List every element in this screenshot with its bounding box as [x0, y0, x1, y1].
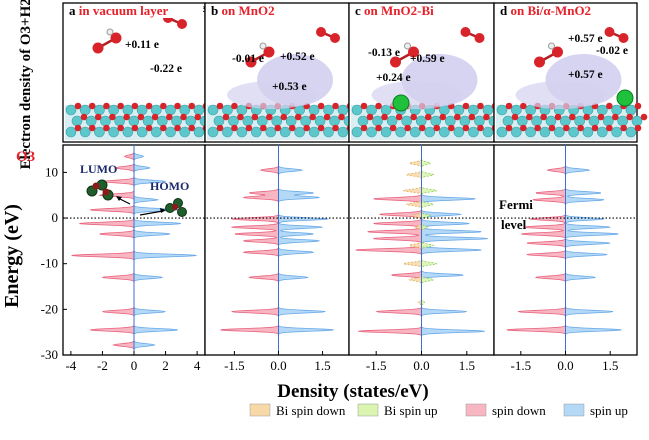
panel-b: -0.01 e +0.52 e +0.53 e b on MnO2 -1.5 0.0 1.5: [204, 2, 360, 373]
x-tick-a-4: 4: [194, 358, 201, 373]
molecule-d: [534, 27, 629, 68]
x-tick-c-1: 0.0: [413, 358, 429, 373]
panel-title-b: b on MnO2: [211, 3, 275, 18]
legend-swatch-1: [357, 403, 379, 417]
charge-label-a-2: -0.22 e: [150, 63, 182, 75]
panel-letter-c: c: [355, 3, 364, 18]
fermi-label: Fermi: [499, 197, 533, 212]
x-tick-b-1: 0.0: [270, 358, 286, 373]
legend-label-2: spin down: [492, 403, 546, 418]
x-tick-d-0: -1.5: [511, 358, 532, 373]
charge-label-c-1: +0.59 e: [410, 53, 445, 65]
panel-d: +0.57 e-0.02 e+0.57 ed on Bi/α-MnO2-1.5 0…: [493, 2, 648, 373]
atomic-slab-a: [65, 102, 216, 140]
energy-axis: 10 0 -10 -20 -30: [41, 164, 67, 362]
charge-label-b-2: +0.53 e: [272, 81, 307, 93]
panel-title-d: d on Bi/α-MnO2: [500, 3, 591, 18]
x-tick-a-3: 2: [162, 358, 169, 373]
y-tick-0: 10: [45, 164, 58, 179]
density-axis-label: Density (states/eV): [277, 381, 428, 402]
x-tick-c-0: -1.5: [366, 358, 387, 373]
o3-row-label: O3: [16, 149, 35, 165]
legend-label-0: Bi spin down: [276, 403, 346, 418]
legend-label-3: spin up: [590, 403, 628, 418]
panel-title-a: a in vacuum layer: [69, 3, 169, 18]
charge-label-b-0: -0.01 e: [232, 53, 264, 65]
panel-c: -0.13 e +0.59 e +0.24 e c on MnO2-Bi -1.5 0.0…: [348, 2, 505, 373]
atomic-slab-d: [496, 102, 648, 140]
molecule-b: [245, 27, 340, 68]
panel-letter-d: d: [500, 3, 510, 18]
orbital-annotations: LUMO HOMO: [80, 162, 189, 217]
panel-title-text-a: in vacuum layer: [79, 3, 169, 18]
y-tick-3: -20: [41, 301, 58, 316]
charge-label-b-1: +0.52 e: [280, 51, 315, 63]
panel-a: +0.11 e+0.11 e-0.22 ea in vacuum layer-4…: [62, 2, 216, 373]
panel-title-text-b: on MnO2: [221, 3, 274, 18]
charge-label-c-0: -0.13 e: [368, 47, 400, 59]
x-tick-a-1: -2: [97, 358, 108, 373]
x-tick-c-2: 1.5: [459, 358, 475, 373]
charge-label-d-0: +0.57 e: [568, 33, 603, 45]
legend-swatch-3: [563, 403, 585, 417]
atomic-slab-c: [351, 102, 505, 140]
x-tick-a-2: 0: [131, 358, 138, 373]
y-tick-4: -30: [41, 347, 58, 362]
panel-letter-a: a: [69, 3, 79, 18]
electron-density-label: Electron density of O3+H2O: [18, 0, 34, 169]
bismuth-atom: [616, 89, 634, 107]
panel-title-text-c: on MnO2-Bi: [364, 3, 434, 18]
x-tick-b-2: 1.5: [314, 358, 330, 373]
molecule-a: [92, 13, 187, 54]
charge-label-c-2: +0.24 e: [376, 72, 411, 84]
charge-label-a-1: +0.11 e: [125, 39, 159, 51]
fermi-label-2: level: [501, 217, 527, 232]
homo-label: HOMO: [150, 179, 189, 193]
legend-swatch-2: [465, 403, 487, 417]
y-tick-2: -10: [41, 256, 58, 271]
legend: Bi spin down Bi spin up spin down spin up: [249, 403, 628, 418]
x-tick-a-0: -4: [65, 358, 76, 373]
x-tick-d-2: 1.5: [602, 358, 618, 373]
bismuth-atom: [392, 94, 410, 112]
molecule-c: [390, 27, 485, 68]
legend-label-1: Bi spin up: [384, 403, 437, 418]
panel-title-c: c on MnO2-Bi: [355, 3, 434, 18]
lumo-label: LUMO: [80, 162, 117, 176]
y-tick-1: 0: [52, 210, 59, 225]
charge-label-d-1: -0.02 e: [596, 45, 628, 57]
x-tick-d-1: 0.0: [557, 358, 573, 373]
charge-label-d-2: +0.57 e: [568, 69, 603, 81]
x-tick-b-0: -1.5: [224, 358, 245, 373]
legend-swatch-0: [249, 403, 271, 417]
panel-title-text-d: on Bi/α-MnO2: [510, 3, 591, 18]
panel-letter-b: b: [211, 3, 221, 18]
energy-axis-label: Energy (eV): [1, 204, 23, 308]
